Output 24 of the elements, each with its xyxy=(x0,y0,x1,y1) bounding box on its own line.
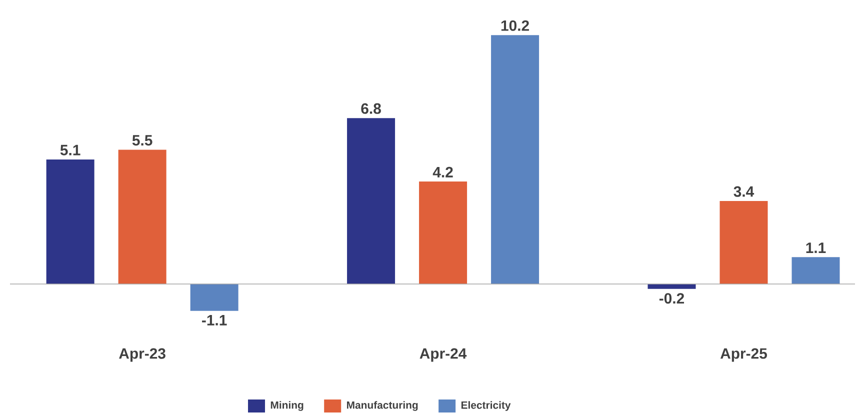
data-label: 1.1 xyxy=(806,242,826,253)
bar xyxy=(720,201,768,284)
bar xyxy=(190,284,238,311)
bar xyxy=(118,150,166,284)
x-tick-label: Apr-23 xyxy=(119,348,166,362)
bar xyxy=(491,35,540,284)
legend-label: Electricity xyxy=(461,401,511,411)
bar xyxy=(419,182,468,284)
legend-label: Mining xyxy=(270,401,304,411)
data-label: -1.1 xyxy=(202,315,227,326)
x-tick-label: Apr-25 xyxy=(720,348,767,362)
bar xyxy=(46,160,94,284)
data-label: 6.8 xyxy=(361,103,381,114)
bar xyxy=(347,118,396,284)
bar xyxy=(792,257,840,284)
x-tick-label: Apr-24 xyxy=(420,348,467,362)
legend-label: Manufacturing xyxy=(347,401,418,411)
data-label: 5.1 xyxy=(60,144,80,156)
data-label: 10.2 xyxy=(501,20,529,31)
data-label: 4.2 xyxy=(432,166,453,178)
data-label: 5.5 xyxy=(132,135,152,146)
data-label: 3.4 xyxy=(734,186,754,197)
bar xyxy=(648,284,696,289)
data-label: -0.2 xyxy=(659,293,684,304)
